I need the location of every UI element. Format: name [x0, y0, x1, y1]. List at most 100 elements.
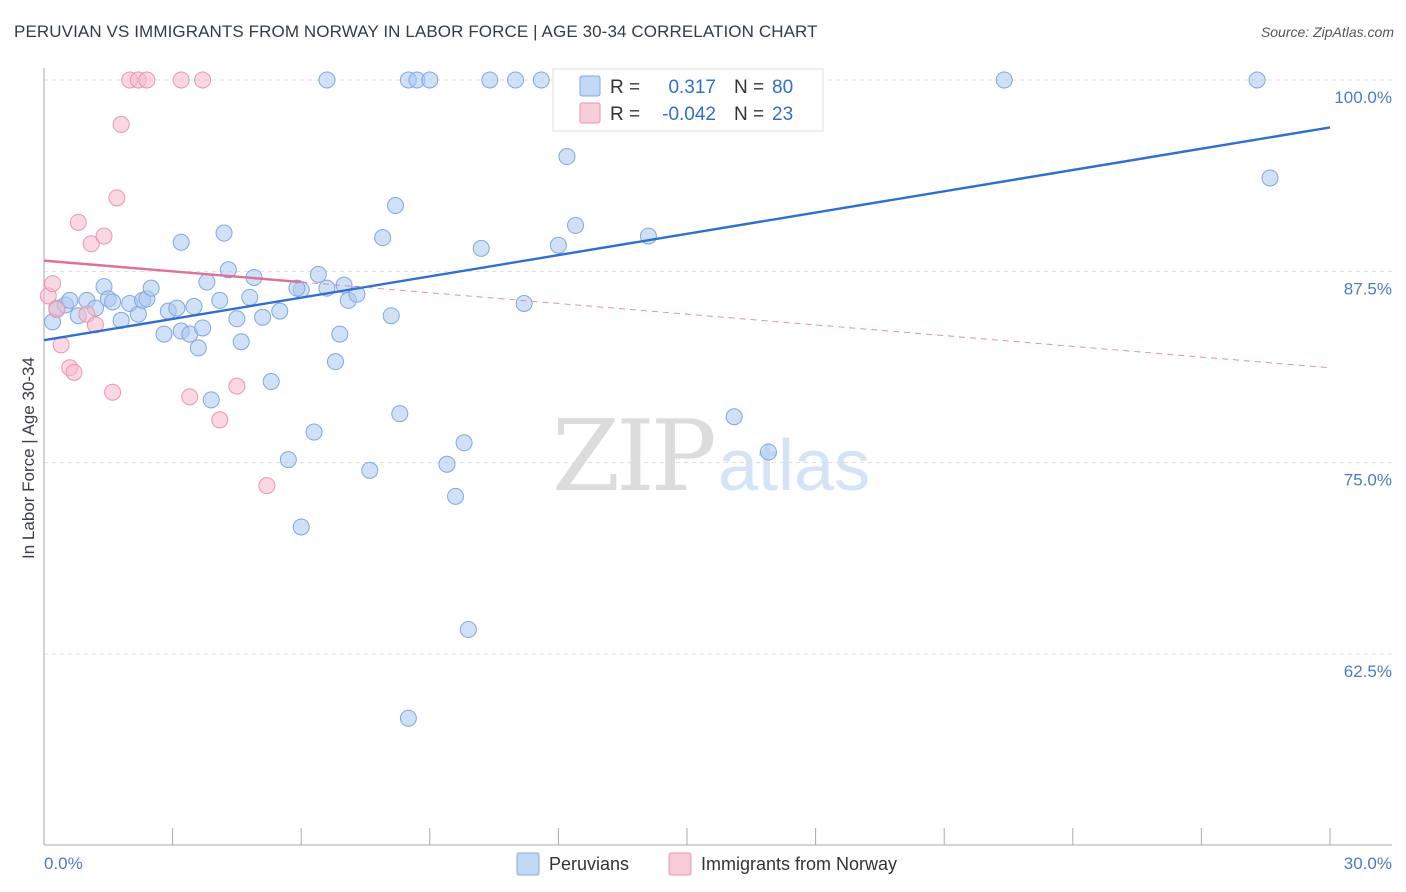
- peruvian-point: [725, 408, 743, 426]
- norway-point: [104, 383, 122, 401]
- peruvian-point: [481, 71, 499, 89]
- norway-point: [69, 213, 87, 231]
- peruvian-point: [361, 461, 379, 479]
- peruvian-point: [194, 319, 212, 337]
- peruvian-point: [228, 310, 246, 328]
- peruvian-point: [215, 224, 233, 242]
- norway-point: [138, 71, 156, 89]
- legend-bottom-label-norway[interactable]: Immigrants from Norway: [701, 854, 897, 874]
- legend-bottom-swatch-peruvians[interactable]: [516, 852, 540, 876]
- trend-layer: [43, 126, 1331, 369]
- peruvian-point: [318, 71, 336, 89]
- norway-trend-line: [43, 259, 302, 284]
- norway-point: [112, 115, 130, 133]
- norway-point: [228, 377, 246, 395]
- watermark-zip: ZIP: [552, 400, 714, 514]
- peruvian-point: [549, 236, 567, 254]
- y-tick-label: 75.0%: [1344, 471, 1392, 490]
- x-tick-label-min: 0.0%: [44, 854, 83, 873]
- legend-r-value-norway: -0.042: [662, 104, 716, 125]
- y-tick-label: 100.0%: [1334, 88, 1392, 107]
- norway-point: [95, 227, 113, 245]
- peruvian-point: [279, 451, 297, 469]
- source-label: Source: ZipAtlas.com: [1260, 24, 1394, 40]
- peruvian-point: [558, 148, 576, 166]
- peruvian-point: [382, 307, 400, 325]
- legend-bottom-label-peruvians[interactable]: Peruvians: [549, 854, 629, 874]
- peruvian-point: [331, 325, 349, 343]
- peruvian-point: [211, 291, 229, 309]
- norway-trend-line-dashed: [301, 281, 1331, 369]
- norway-point: [82, 235, 100, 253]
- chart-title: PERUVIAN VS IMMIGRANTS FROM NORWAY IN LA…: [14, 22, 818, 41]
- legend-r-value-peruvians: 0.317: [668, 77, 716, 98]
- peruvian-point: [507, 71, 525, 89]
- legend-swatch-norway: [579, 102, 601, 124]
- peruvian-point: [1261, 169, 1279, 187]
- peruvian-point: [172, 233, 190, 251]
- peruvian-point: [189, 339, 207, 357]
- peruvian-point: [168, 299, 186, 317]
- gridlines: [44, 79, 1392, 655]
- norway-point: [44, 275, 62, 293]
- legend-n-value-norway: 23: [772, 104, 793, 125]
- peruvian-point: [142, 279, 160, 297]
- peruvian-point: [455, 434, 473, 452]
- peruvian-point: [232, 333, 250, 351]
- peruvian-point: [391, 405, 409, 423]
- peruvian-point: [104, 293, 122, 311]
- peruvian-point: [271, 302, 289, 320]
- peruvian-point: [438, 455, 456, 473]
- peruvian-point: [309, 265, 327, 283]
- peruvian-point: [995, 71, 1013, 89]
- norway-point: [181, 388, 199, 406]
- x-tick-marks: [172, 828, 1331, 845]
- y-axis-label: In Labor Force | Age 30-34: [19, 357, 38, 559]
- legend-r-label-peruvians: R =: [610, 77, 640, 98]
- peruvian-point: [219, 261, 237, 279]
- peruvian-point: [241, 288, 259, 306]
- peruvian-point: [515, 294, 533, 312]
- legend-n-value-peruvians: 80: [772, 77, 793, 98]
- legend-bottom: Peruvians Immigrants from Norway: [516, 852, 897, 876]
- y-tick-label: 62.5%: [1344, 662, 1392, 681]
- norway-point: [194, 71, 212, 89]
- peruvian-point: [61, 291, 79, 309]
- peruvian-point: [1248, 71, 1266, 89]
- peruvian-point: [326, 353, 344, 371]
- peruvian-point: [472, 239, 490, 257]
- legend-bottom-swatch-norway[interactable]: [668, 852, 692, 876]
- peruvian-point: [288, 279, 306, 297]
- legend-swatch-peruvians: [579, 75, 601, 97]
- peruvian-trend-line: [43, 126, 1331, 342]
- legend-n-label-peruvians: N =: [734, 77, 764, 98]
- peruvian-point: [399, 709, 417, 727]
- peruvian-point: [567, 216, 585, 234]
- norway-point: [211, 411, 229, 429]
- peruvian-point: [374, 229, 392, 247]
- norway-point: [48, 301, 66, 319]
- peruvian-point: [759, 443, 777, 461]
- watermark-atlas: atlas: [718, 426, 870, 506]
- norway-point: [65, 363, 83, 381]
- x-tick-label-max: 30.0%: [1344, 854, 1392, 873]
- peruvian-point: [421, 71, 439, 89]
- norway-point: [108, 189, 126, 207]
- peruvian-point: [254, 308, 272, 326]
- peruvian-point: [198, 273, 216, 291]
- peruvian-point: [447, 487, 465, 505]
- peruvian-point: [387, 197, 405, 215]
- peruvian-point: [155, 325, 173, 343]
- peruvian-point: [292, 518, 310, 536]
- peruvian-point: [305, 423, 323, 441]
- legend-n-label-norway: N =: [734, 104, 764, 125]
- peruvian-point: [202, 391, 220, 409]
- peruvian-point: [459, 621, 477, 639]
- legend-top: R = 0.317 N = 80 R = -0.042 N = 23: [552, 68, 824, 132]
- peruvian-point: [185, 298, 203, 316]
- y-tick-label: 87.5%: [1344, 279, 1392, 298]
- y-tick-labels: 62.5% 75.0% 87.5% 100.0%: [1334, 88, 1392, 681]
- peruvian-point: [262, 373, 280, 391]
- norway-point: [172, 71, 190, 89]
